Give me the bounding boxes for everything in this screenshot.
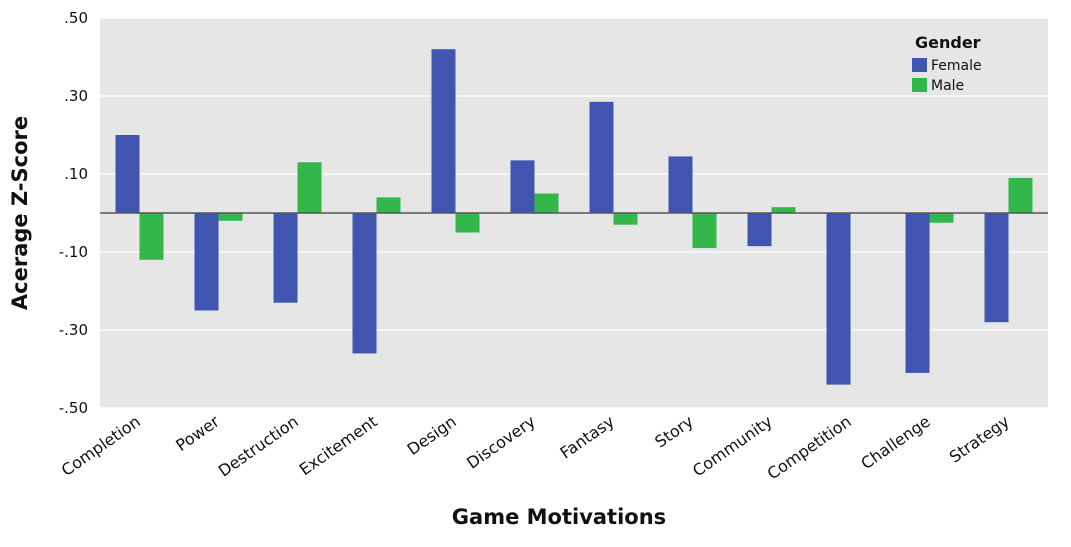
x-category-label: Strategy <box>946 412 1013 467</box>
y-axis-title: Acerage Z-Score <box>8 116 32 310</box>
bar-male-completion <box>139 213 164 260</box>
bar-male-power <box>218 213 243 221</box>
legend-label-female: Female <box>931 58 982 74</box>
legend: Gender Female Male <box>912 33 982 94</box>
y-tick-label: .30 <box>64 87 88 105</box>
y-tick-label: -.30 <box>59 321 88 339</box>
bars <box>115 49 1033 385</box>
bar-female-design <box>431 49 456 214</box>
bar-male-destruction <box>297 162 322 213</box>
x-category-label: Discovery <box>463 412 539 473</box>
bar-female-fantasy <box>589 101 614 213</box>
legend-title: Gender <box>915 33 981 52</box>
bar-female-destruction <box>273 213 298 303</box>
y-axis-ticks: .50 .30 .10 -.10 -.30 -.50 <box>59 9 88 417</box>
y-tick-label: .10 <box>64 165 88 183</box>
bar-male-design <box>455 213 480 233</box>
bar-female-story <box>668 156 693 213</box>
bar-female-excitement <box>352 213 377 354</box>
bar-male-fantasy <box>613 213 638 225</box>
bar-female-community <box>747 213 772 247</box>
x-axis-title: Game Motivations <box>452 505 666 529</box>
x-category-label: Design <box>404 412 460 459</box>
bar-male-discovery <box>534 193 559 213</box>
x-category-label: Competition <box>764 412 855 484</box>
x-category-label: Destruction <box>215 412 302 481</box>
x-category-label: Community <box>689 412 776 481</box>
bar-female-strategy <box>984 213 1009 323</box>
y-tick-label: -.10 <box>59 243 88 261</box>
legend-items: Female Male <box>912 58 982 94</box>
bar-female-competition <box>826 213 851 385</box>
x-category-label: Excitement <box>296 412 381 479</box>
x-category-label: Story <box>651 412 697 452</box>
y-tick-label: -.50 <box>59 399 88 417</box>
bar-female-completion <box>115 135 140 213</box>
legend-label-male: Male <box>931 78 964 94</box>
bar-male-story <box>692 213 717 249</box>
bar-male-excitement <box>376 197 401 213</box>
x-category-label: Power <box>172 411 223 455</box>
x-category-label: Fantasy <box>556 412 617 463</box>
bar-female-power <box>194 213 219 311</box>
y-tick-label: .50 <box>64 9 88 27</box>
bar-male-community <box>771 207 796 213</box>
bar-female-challenge <box>905 213 930 373</box>
gridlines <box>100 17 1048 409</box>
bar-female-discovery <box>510 160 535 213</box>
x-category-label: Challenge <box>857 412 933 473</box>
bar-male-strategy <box>1008 177 1033 213</box>
legend-swatch-female <box>912 58 927 72</box>
bar-male-challenge <box>929 213 954 223</box>
legend-swatch-male <box>912 78 927 92</box>
x-category-label: Completion <box>58 412 144 480</box>
